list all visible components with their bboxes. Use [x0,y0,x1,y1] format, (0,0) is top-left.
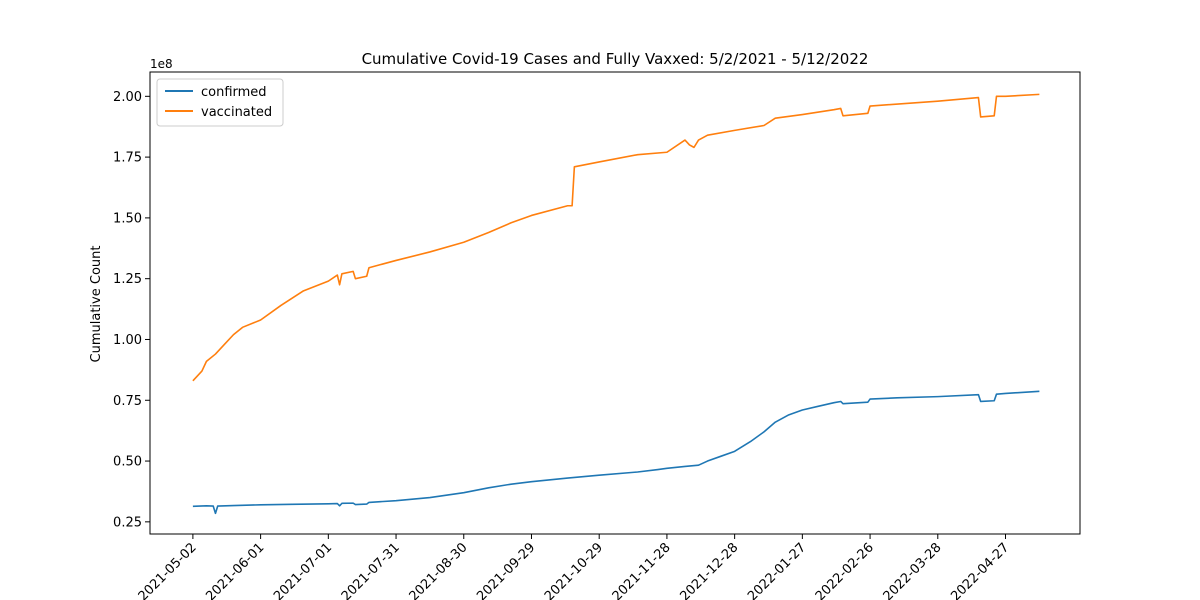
y-axis-label: Cumulative Count [89,246,104,363]
legend: confirmed vaccinated [156,78,284,127]
y-tick-label: 1.50 [113,211,142,226]
series-line-confirmed [192,390,1040,515]
y-tick-label: 1.25 [113,272,142,287]
y-tick-label: 0.50 [113,455,142,470]
y-tick-label: 1.75 [113,151,142,166]
y-offset-label: 1e8 [150,57,173,71]
chart-title: Cumulative Covid-19 Cases and Fully Vaxx… [362,50,869,68]
plot-frame [149,71,1081,535]
legend-label-confirmed: confirmed [201,85,267,100]
y-tick-label: 2.00 [113,90,142,105]
y-tick-label: 0.75 [113,394,142,409]
series-line-vaccinated [192,93,1040,382]
plot-area [192,93,1040,515]
y-tick-label: 1.00 [113,333,142,348]
y-tick-label: 0.25 [113,515,142,530]
legend-label-vaccinated: vaccinated [201,105,272,120]
